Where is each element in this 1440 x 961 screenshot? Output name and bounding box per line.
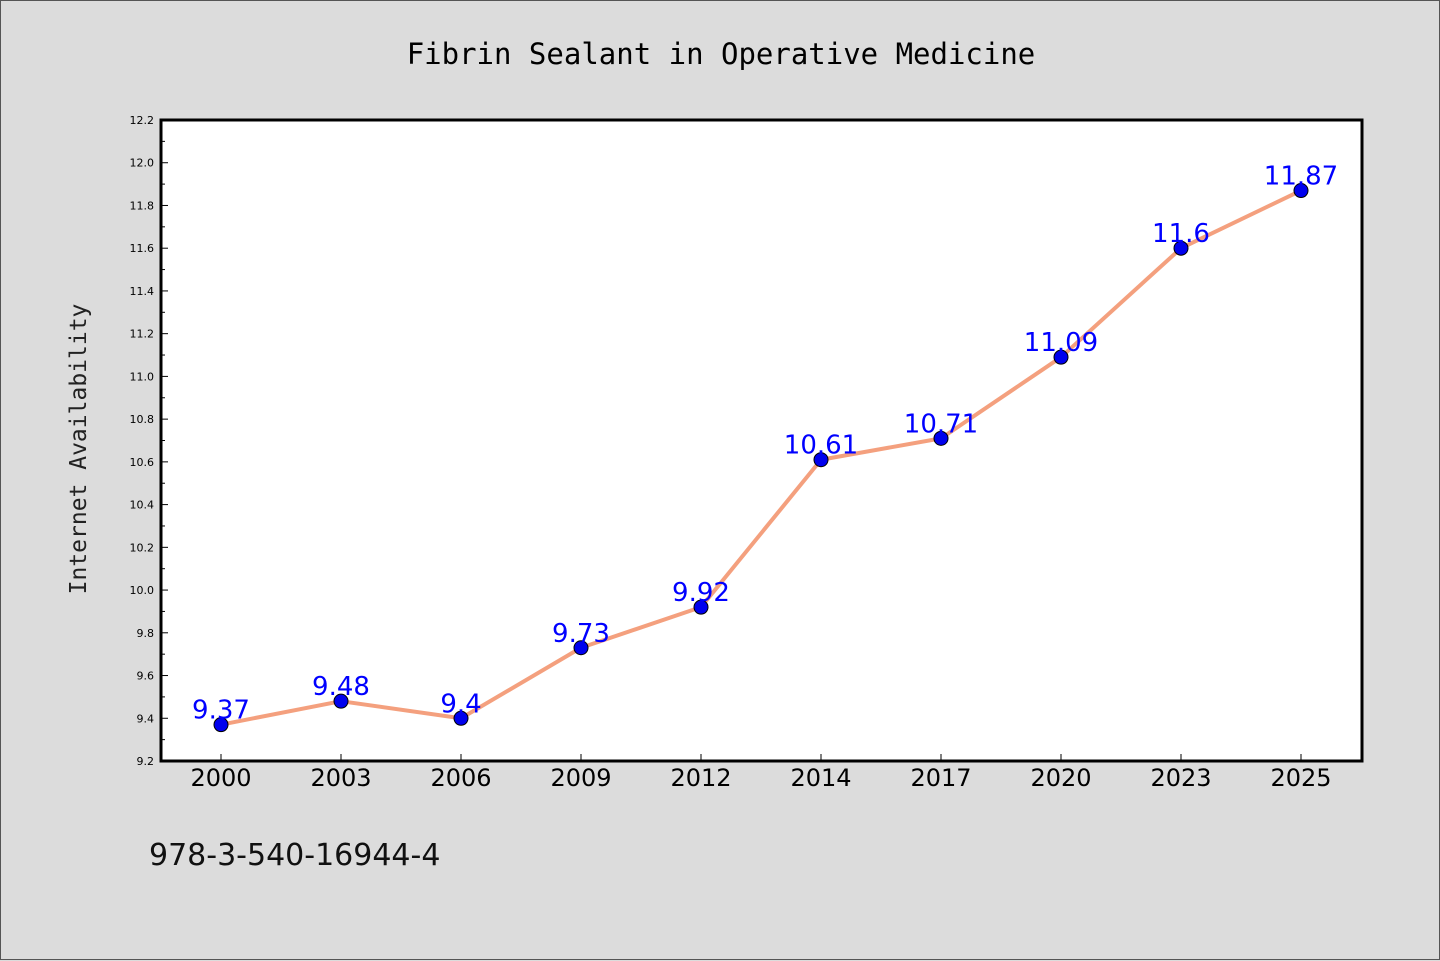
series-line bbox=[219, 188, 1303, 727]
data-point bbox=[453, 710, 469, 726]
x-tick-label: 2017 bbox=[910, 764, 971, 792]
data-point bbox=[933, 430, 949, 446]
chart-title: Fibrin Sealant in Operative Medicine bbox=[407, 37, 1036, 71]
data-point bbox=[1053, 349, 1069, 365]
y-tick-label: 9.4 bbox=[137, 712, 155, 725]
data-label: 11.87 bbox=[1264, 162, 1338, 192]
y-tick-label: 9.6 bbox=[137, 670, 155, 683]
data-label: 9.92 bbox=[672, 578, 730, 608]
data-label: 10.61 bbox=[784, 431, 858, 461]
y-tick-label: 9.2 bbox=[137, 755, 155, 768]
y-tick-label: 9.8 bbox=[137, 627, 155, 640]
x-axis: 2000 2003 2006 2009 2012 2014 2017 2020 2023 2025 bbox=[190, 754, 1332, 792]
y-tick-label: 11.8 bbox=[130, 199, 155, 212]
y-axis: 9.2 9.4 9.6 9.8 10.0 10.2 10.4 10.6 10.8 11.0 11.2… bbox=[130, 114, 168, 768]
y-tick-label: 12.0 bbox=[130, 157, 155, 170]
data-point bbox=[333, 693, 349, 709]
x-tick-label: 2025 bbox=[1270, 764, 1331, 792]
data-point bbox=[693, 599, 709, 615]
data-label: 10.71 bbox=[904, 409, 978, 439]
y-tick-label: 11.6 bbox=[130, 242, 155, 255]
y-tick-label: 11.0 bbox=[130, 370, 155, 383]
isbn-text: 978-3-540-16944-4 bbox=[149, 838, 440, 873]
x-tick-label: 2009 bbox=[550, 764, 611, 792]
x-tick-label: 2003 bbox=[310, 764, 371, 792]
y-tick-label: 10.6 bbox=[130, 456, 155, 469]
data-label: 9.48 bbox=[312, 672, 370, 702]
series-layer: 9.37 9.48 9.4 9.73 9.92 10.61 10.71 11.09 11.6 11… bbox=[192, 162, 1338, 733]
y-tick-label: 10.0 bbox=[130, 584, 155, 597]
data-label: 9.37 bbox=[192, 696, 250, 726]
data-label: 9.4 bbox=[440, 689, 481, 719]
x-tick-label: 2000 bbox=[190, 764, 251, 792]
y-tick-label: 10.4 bbox=[130, 499, 155, 512]
x-tick-label: 2023 bbox=[1150, 764, 1211, 792]
data-point bbox=[573, 640, 589, 656]
data-point bbox=[213, 717, 229, 733]
plot-area bbox=[159, 118, 1364, 763]
y-tick-label: 10.2 bbox=[130, 541, 155, 554]
data-label: 9.73 bbox=[552, 619, 610, 649]
x-tick-label: 2006 bbox=[430, 764, 491, 792]
data-point bbox=[1293, 183, 1309, 199]
data-point bbox=[813, 452, 829, 468]
y-tick-label: 10.8 bbox=[130, 413, 155, 426]
data-point bbox=[1173, 240, 1189, 256]
x-tick-label: 2014 bbox=[790, 764, 851, 792]
y-tick-label: 11.2 bbox=[130, 328, 155, 341]
data-label: 11.09 bbox=[1024, 328, 1098, 358]
y-axis-label: Internet Availability bbox=[66, 304, 92, 595]
x-tick-label: 2020 bbox=[1030, 764, 1091, 792]
y-tick-label: 11.4 bbox=[130, 285, 155, 298]
y-tick-label: 12.2 bbox=[130, 114, 155, 127]
data-label: 11.6 bbox=[1152, 219, 1210, 249]
x-tick-label: 2012 bbox=[670, 764, 731, 792]
